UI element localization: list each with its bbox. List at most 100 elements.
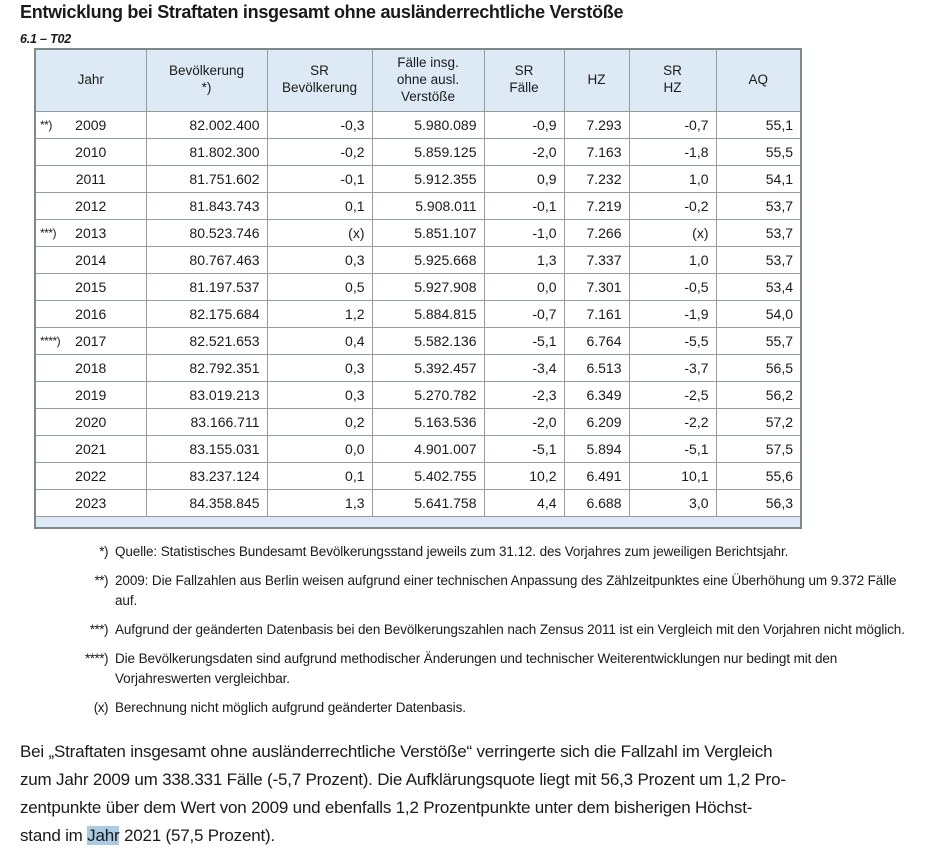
- column-header-jahr: Jahr: [34, 48, 147, 112]
- cell-sr-faelle: -0,1: [483, 191, 565, 220]
- cell-sr-faelle: 0,0: [483, 272, 565, 301]
- cell-aq: 54,1: [715, 164, 802, 193]
- cell-faelle: 5.912.355: [371, 164, 485, 193]
- cell-aq: 55,7: [715, 326, 802, 355]
- cell-aq: 56,3: [715, 488, 802, 517]
- footnote-item: ***) Aufgrund der geänderten Datenbasis …: [0, 620, 938, 640]
- cell-bevoelkerung: 83.237.124: [145, 461, 268, 490]
- table-footer-row: [34, 515, 802, 529]
- cell-faelle: 5.884.815: [371, 299, 485, 328]
- cell-sr-hz: (x): [628, 218, 717, 247]
- cell-jahr: 2018: [34, 353, 147, 382]
- cell-sr-hz: -1,9: [628, 299, 717, 328]
- cell-hz: 6.349: [563, 380, 630, 409]
- table-row: ***) 2013 80.523.746 (x) 5.851.107 -1,0 …: [34, 218, 802, 247]
- cell-faelle: 5.582.136: [371, 326, 485, 355]
- cell-sr-bevoelkerung: 0,4: [266, 326, 373, 355]
- cell-hz: 6.764: [563, 326, 630, 355]
- cell-sr-hz: 10,1: [628, 461, 717, 490]
- cell-faelle: 5.163.536: [371, 407, 485, 436]
- year-value: 2018: [75, 359, 107, 376]
- cell-jahr: 2011: [34, 164, 147, 193]
- year-value: 2009: [75, 116, 107, 133]
- row-footnote-marker: ***): [40, 225, 57, 240]
- cell-sr-hz: 1,0: [628, 245, 717, 274]
- cell-sr-bevoelkerung: 0,2: [266, 407, 373, 436]
- cell-sr-faelle: 4,4: [483, 488, 565, 517]
- summary-line: zum Jahr 2009 um 338.331 Fälle (-5,7 Pro…: [20, 770, 786, 789]
- column-header-sr-hz: SR HZ: [628, 48, 717, 112]
- cell-faelle: 5.908.011: [371, 191, 485, 220]
- cell-sr-bevoelkerung: 0,0: [266, 434, 373, 463]
- cell-aq: 57,5: [715, 434, 802, 463]
- cell-bevoelkerung: 82.792.351: [145, 353, 268, 382]
- year-value: 2013: [75, 224, 107, 241]
- footnote-text: Quelle: Statistisches Bundesamt Bevölker…: [115, 544, 789, 559]
- cell-jahr: 2012: [34, 191, 147, 220]
- cell-sr-bevoelkerung: 0,1: [266, 461, 373, 490]
- cell-jahr: 2020: [34, 407, 147, 436]
- summary-line-post: 2021 (57,5 Prozent).: [119, 826, 275, 845]
- cell-sr-hz: -0,2: [628, 191, 717, 220]
- cell-jahr: 2021: [34, 434, 147, 463]
- column-header-sr-faelle: SR Fälle: [483, 48, 565, 112]
- cell-aq: 55,1: [715, 110, 802, 139]
- cell-faelle: 5.980.089: [371, 110, 485, 139]
- cell-sr-bevoelkerung: 1,3: [266, 488, 373, 517]
- table-row: 2022 83.237.124 0,1 5.402.755 10,2 6.491…: [34, 461, 802, 490]
- year-value: 2021: [75, 440, 107, 457]
- cell-sr-hz: 1,0: [628, 164, 717, 193]
- table-row: 2012 81.843.743 0,1 5.908.011 -0,1 7.219…: [34, 191, 802, 220]
- table-row: 2014 80.767.463 0,3 5.925.668 1,3 7.337 …: [34, 245, 802, 274]
- cell-faelle: 5.925.668: [371, 245, 485, 274]
- cell-sr-hz: -5,5: [628, 326, 717, 355]
- cell-sr-faelle: 10,2: [483, 461, 565, 490]
- cell-aq: 56,5: [715, 353, 802, 382]
- table-row: 2023 84.358.845 1,3 5.641.758 4,4 6.688 …: [34, 488, 802, 517]
- table-row: 2020 83.166.711 0,2 5.163.536 -2,0 6.209…: [34, 407, 802, 436]
- footnote-marker: (x): [93, 700, 109, 715]
- cell-hz: 6.688: [563, 488, 630, 517]
- cell-bevoelkerung: 84.358.845: [145, 488, 268, 517]
- cell-aq: 53,7: [715, 218, 802, 247]
- table-header-row: Jahr Bevölkerung *) SR Bevölkerung Fälle…: [34, 48, 802, 112]
- cell-hz: 7.266: [563, 218, 630, 247]
- summary-line-pre: stand im: [20, 826, 88, 845]
- cell-sr-hz: -5,1: [628, 434, 717, 463]
- cell-sr-bevoelkerung: 0,1: [266, 191, 373, 220]
- cell-hz: 7.232: [563, 164, 630, 193]
- row-footnote-marker: **): [40, 117, 52, 132]
- cell-sr-bevoelkerung: 0,3: [266, 245, 373, 274]
- cell-sr-bevoelkerung: 0,5: [266, 272, 373, 301]
- cell-sr-faelle: -2,0: [483, 137, 565, 166]
- footnote-text: Aufgrund der geänderten Datenbasis bei d…: [115, 622, 905, 637]
- footnote-marker: **): [94, 573, 108, 588]
- footnote-text: Berechnung nicht möglich aufgrund geände…: [115, 700, 466, 715]
- cell-hz: 7.337: [563, 245, 630, 274]
- cell-aq: 57,2: [715, 407, 802, 436]
- cell-faelle: 5.402.755: [371, 461, 485, 490]
- cell-jahr: 2015: [34, 272, 147, 301]
- cell-aq: 54,0: [715, 299, 802, 328]
- cell-jahr: ****) 2017: [34, 326, 147, 355]
- cell-aq: 53,7: [715, 245, 802, 274]
- year-value: 2023: [75, 494, 107, 511]
- column-header-aq: AQ: [715, 48, 802, 112]
- cell-bevoelkerung: 80.523.746: [145, 218, 268, 247]
- table-row: 2021 83.155.031 0,0 4.901.007 -5,1 5.894…: [34, 434, 802, 463]
- table-row: 2010 81.802.300 -0,2 5.859.125 -2,0 7.16…: [34, 137, 802, 166]
- cell-sr-faelle: 0,9: [483, 164, 565, 193]
- cell-hz: 7.293: [563, 110, 630, 139]
- year-value: 2014: [75, 251, 107, 268]
- summary-line: Bei „Straftaten insgesamt ohne ausländer…: [20, 742, 773, 761]
- table-footer-bar: [34, 515, 802, 529]
- cell-sr-faelle: -2,3: [483, 380, 565, 409]
- footnote-item: ****) Die Bevölkerungsdaten sind aufgrun…: [0, 649, 938, 689]
- cell-sr-faelle: -5,1: [483, 434, 565, 463]
- cell-bevoelkerung: 81.751.602: [145, 164, 268, 193]
- table-row: ****) 2017 82.521.653 0,4 5.582.136 -5,1…: [34, 326, 802, 355]
- cell-sr-hz: 3,0: [628, 488, 717, 517]
- cell-bevoelkerung: 82.002.400: [145, 110, 268, 139]
- column-header-bevoelkerung: Bevölkerung *): [145, 48, 268, 112]
- cell-sr-bevoelkerung: 0,3: [266, 353, 373, 382]
